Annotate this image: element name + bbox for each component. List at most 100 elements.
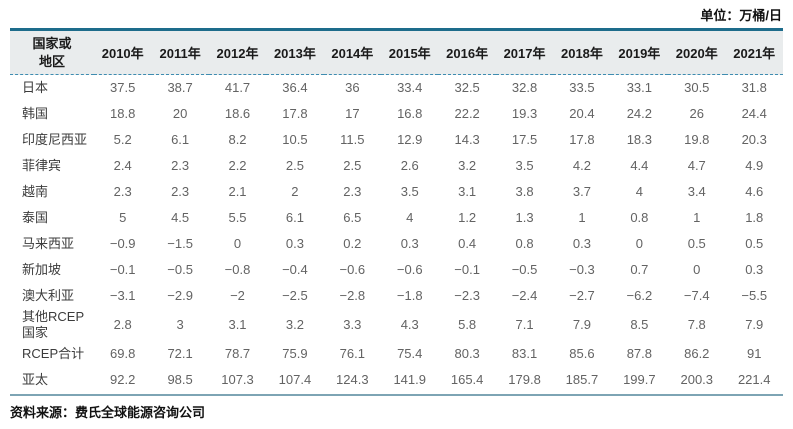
value-cell: 0.2 [343, 235, 362, 251]
value-cell: 20 [172, 105, 188, 121]
row-label: 韩国 [22, 105, 49, 121]
value-cell: 83.1 [511, 346, 538, 362]
value-cell: 31.8 [741, 79, 767, 95]
year-header: 2016年 [438, 27, 496, 76]
value-cell: 4.4 [630, 157, 649, 173]
value-cell: 78.7 [224, 346, 251, 362]
year-header: 2020年 [668, 27, 726, 76]
value-cell: 6.1 [285, 209, 304, 225]
value-cell: 41.7 [224, 79, 251, 95]
value-cell: −2.5 [282, 287, 308, 303]
value-cell: 86.2 [684, 346, 710, 362]
table-header: 国家或地区 2010年 2011年 2012年 2013年 2014年 2015年 2016… [10, 27, 783, 76]
value-cell: −2.3 [454, 287, 480, 303]
value-cell: 0.8 [630, 209, 649, 225]
value-cell: 3.8 [515, 183, 534, 199]
value-cell: 80.3 [454, 346, 480, 362]
value-cell: −7.4 [683, 287, 710, 303]
value-cell: 92.2 [94, 367, 152, 396]
value-cell: 32.8 [511, 79, 538, 95]
value-cell: 4.2 [572, 157, 591, 173]
value-cell: −0.5 [511, 261, 538, 277]
value-cell: 3.5 [400, 183, 419, 199]
value-cell: 19.8 [684, 131, 710, 147]
row-label: RCEP合计 [22, 346, 85, 362]
value-cell: 2.4 [113, 157, 132, 173]
table-row: 其他RCEP国家 2.8 3 3.1 3.2 3.3 4.3 5.8 7.1 7.9 8.5 7.8 7… [10, 309, 783, 342]
table-row: 新加坡 −0.1 −0.5 −0.8 −0.4 −0.6 −0.6 −0.1 −0.5 −0.3 0… [10, 257, 783, 283]
value-cell: 33.4 [397, 79, 423, 95]
value-cell: 2.3 [171, 183, 190, 199]
row-label: 日本 [22, 79, 49, 95]
row-label: 亚太 [10, 367, 94, 396]
value-cell: 3.7 [572, 183, 591, 199]
value-cell: 11.5 [340, 131, 365, 147]
value-cell: 107.3 [208, 367, 267, 396]
value-cell: −0.4 [282, 261, 308, 277]
value-cell: 5.5 [228, 209, 247, 225]
value-cell: 36.4 [282, 79, 308, 95]
value-cell: 1.8 [745, 209, 764, 225]
value-cell: 5 [119, 209, 127, 225]
value-cell: 0.5 [687, 235, 706, 251]
value-cell: −3.1 [109, 287, 136, 303]
value-cell: 3.2 [285, 317, 304, 333]
row-label: 泰国 [22, 209, 49, 225]
value-cell: 17 [345, 105, 360, 121]
value-cell: −0.5 [167, 261, 193, 277]
value-cell: 0 [635, 235, 643, 251]
value-cell: 1 [578, 209, 586, 225]
year-header: 2017年 [495, 27, 554, 76]
value-cell: 16.8 [397, 105, 423, 121]
value-cell: 2.6 [400, 157, 419, 173]
value-cell: 85.6 [569, 346, 595, 362]
value-cell: 3.3 [343, 317, 362, 333]
value-cell: 0.3 [285, 235, 304, 251]
value-cell: 75.9 [282, 346, 308, 362]
value-cell: 2 [291, 183, 299, 199]
value-cell: 3.2 [458, 157, 477, 173]
value-cell: −0.3 [569, 261, 595, 277]
value-cell: −2.8 [339, 287, 366, 303]
value-cell: 18.8 [110, 105, 136, 121]
value-cell: −1.8 [396, 287, 423, 303]
value-cell: 10.5 [282, 131, 308, 147]
year-header: 2011年 [151, 27, 209, 76]
value-cell: 76.1 [339, 346, 365, 362]
value-cell: 3.4 [687, 183, 706, 199]
value-cell: 5.2 [113, 131, 132, 147]
value-cell: 1.2 [458, 209, 477, 225]
value-cell: 72.1 [167, 346, 193, 362]
value-cell: 0.8 [515, 235, 534, 251]
value-cell: −0.6 [396, 261, 423, 277]
value-cell: 7.8 [687, 317, 706, 333]
value-cell: 17.8 [282, 105, 308, 121]
value-cell: 2.2 [228, 157, 247, 173]
value-cell: 37.5 [110, 79, 136, 95]
year-header: 2014年 [323, 27, 382, 76]
table-row: 澳大利亚 −3.1 −2.9 −2 −2.5 −2.8 −1.8 −2.3 −2.4 −2.7 −6… [10, 283, 783, 309]
value-cell: −0.9 [109, 235, 136, 251]
table-row: 韩国 18.8 20 18.6 17.8 17 16.8 22.2 19.3 20.4 24.2 26… [10, 101, 783, 127]
value-cell: 6.1 [171, 131, 190, 147]
value-cell: 20.4 [569, 105, 595, 121]
value-cell: 3 [176, 317, 184, 333]
value-cell: 199.7 [610, 367, 669, 396]
value-cell: −2.9 [167, 287, 193, 303]
table-row: 菲律宾 2.4 2.3 2.2 2.5 2.5 2.6 3.2 3.5 4.2 4.4 4.7 4.9 [10, 153, 783, 179]
corner-header-cell: 国家或地区 [10, 27, 94, 76]
value-cell: 5.8 [458, 317, 477, 333]
row-label: 菲律宾 [22, 157, 62, 173]
value-cell: 0.3 [400, 235, 419, 251]
value-cell: 0.7 [630, 261, 649, 277]
value-cell: 17.8 [569, 131, 595, 147]
value-cell: 3.5 [515, 157, 534, 173]
value-cell: 0.5 [745, 235, 764, 251]
value-cell: 33.5 [569, 79, 595, 95]
value-cell: 200.3 [668, 367, 726, 396]
value-cell: 18.6 [224, 105, 251, 121]
value-cell: 0.3 [572, 235, 591, 251]
value-cell: −0.8 [224, 261, 251, 277]
value-cell: 4.5 [171, 209, 190, 225]
row-label: 印度尼西亚 [22, 131, 88, 147]
